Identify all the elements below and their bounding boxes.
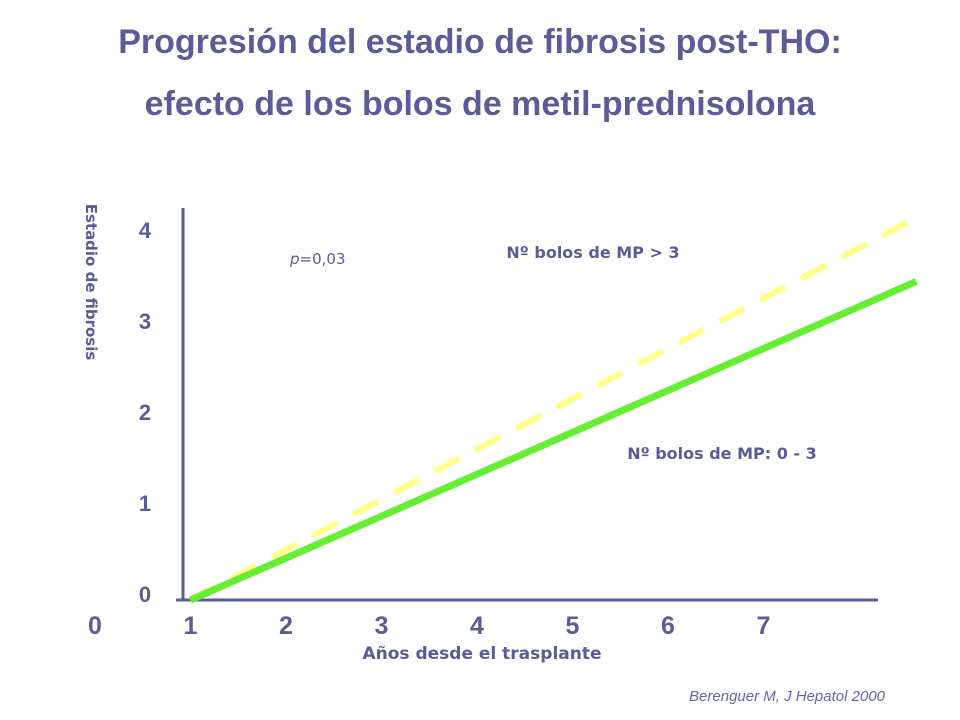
series-line-mp-gt-3 xyxy=(189,215,918,603)
x-tick-label: 5 xyxy=(566,612,580,640)
x-tick-label: 7 xyxy=(757,612,771,640)
x-tick-label: 1 xyxy=(184,612,198,640)
series-line-mp-0-3 xyxy=(189,278,918,604)
x-tick-label: 3 xyxy=(375,612,389,640)
citation: Berenguer M, J Hepatol 2000 xyxy=(689,688,885,705)
y-tick-label: 0 xyxy=(139,582,151,607)
y-tick-label: 3 xyxy=(139,309,151,334)
series-label: Nº bolos de MP: 0 - 3 xyxy=(627,444,817,463)
x-tick-label: 2 xyxy=(279,612,293,640)
title-line-2: efecto de los bolos de metil-prednisolon… xyxy=(144,85,816,123)
y-tick-label: 4 xyxy=(139,218,152,243)
y-axis-title: Estadio de fibrosis xyxy=(82,204,100,361)
y-tick-label: 2 xyxy=(139,400,151,425)
x-axis-title: Años desde el trasplante xyxy=(362,644,601,664)
x-tick-label: 0 xyxy=(88,612,102,640)
p-value-annotation: p=0,03 xyxy=(289,250,346,268)
title-line-1: Progresión del estadio de fibrosis post-… xyxy=(118,23,842,61)
x-tick-label: 6 xyxy=(661,612,675,640)
y-tick-label: 1 xyxy=(139,491,151,516)
series-label: Nº bolos de MP > 3 xyxy=(506,243,679,262)
x-tick-label: 4 xyxy=(470,612,484,640)
